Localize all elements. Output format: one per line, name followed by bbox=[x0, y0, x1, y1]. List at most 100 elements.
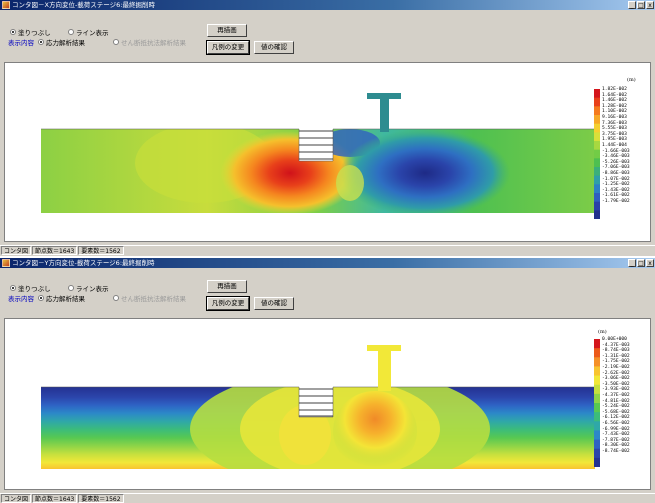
radio-unchecked-icon bbox=[68, 285, 74, 291]
legend-swatch bbox=[594, 158, 600, 168]
radio-checked-icon bbox=[10, 285, 16, 291]
legend-unit: (m) bbox=[598, 329, 607, 335]
legend-swatch bbox=[594, 393, 600, 404]
legend-swatch bbox=[594, 348, 600, 358]
close-icon[interactable]: x bbox=[646, 259, 654, 267]
redraw-button[interactable]: 再描画 bbox=[207, 280, 247, 293]
legend-swatch bbox=[594, 210, 600, 219]
contour-plot-area[interactable]: (m) 1.82E-002 1.64E-002 1.46E-002 1.28E-002… bbox=[4, 62, 651, 242]
radio-line[interactable]: ライン表示 bbox=[68, 27, 109, 37]
title-bar[interactable]: コンタ図－Y方向変位-載荷ステージ6:最終掘削時 _ □ x bbox=[0, 258, 655, 268]
radio-checked-icon bbox=[38, 39, 44, 45]
contour-plot-area[interactable]: (m) 0.00E+000 -4.37E-003 -8.74E-003 -1.31E-… bbox=[4, 318, 651, 490]
legend-swatch bbox=[594, 201, 600, 211]
legend-swatch bbox=[594, 115, 600, 125]
x-displacement-contour bbox=[41, 93, 595, 213]
legend-swatch bbox=[594, 375, 600, 386]
window-controls: _ □ x bbox=[628, 259, 654, 267]
app-icon bbox=[2, 1, 10, 9]
display-content-label: 表示内容 bbox=[8, 295, 34, 303]
window-title: コンタ図－Y方向変位-載荷ステージ6:最終掘削時 bbox=[12, 259, 155, 267]
radio-stress-result[interactable]: 応力解析結果 bbox=[38, 37, 85, 47]
legend-value: 1.95E-003 bbox=[602, 137, 627, 143]
maximize-icon[interactable]: □ bbox=[637, 259, 645, 267]
legend-swatch bbox=[594, 167, 600, 177]
legend-change-button[interactable]: 凡例の変更 bbox=[206, 296, 250, 311]
legend-value: -7.87E-002 bbox=[602, 437, 630, 443]
legend-value: -3.50E-002 bbox=[602, 381, 630, 387]
color-legend-bar bbox=[594, 89, 600, 219]
radio-unchecked-icon bbox=[113, 39, 119, 45]
legend-value: -8.74E-003 bbox=[602, 348, 630, 354]
legend-swatch bbox=[594, 366, 600, 377]
legend-values: 0.00E+000 -4.37E-003 -8.74E-003 -1.31E-002-… bbox=[602, 337, 630, 454]
legend-values: 1.82E-002 1.64E-002 1.46E-002 1.28E-002 1.10… bbox=[602, 87, 630, 204]
legend-value: -1.25E-002 bbox=[602, 182, 630, 188]
radio-fill[interactable]: 塗りつぶし bbox=[10, 27, 51, 37]
status-element-count: 要素数＝1562 bbox=[78, 494, 124, 503]
radio-line[interactable]: ライン表示 bbox=[68, 283, 109, 293]
legend-swatch bbox=[594, 421, 600, 431]
legend-value: -4.37E-002 bbox=[602, 392, 630, 398]
toolbar: 塗りつぶし ライン表示 表示内容 応力解析結果 せん断抵抗法解析結果 再描画 凡… bbox=[0, 268, 655, 320]
legend-value: -7.06E-003 bbox=[602, 165, 630, 171]
color-legend-bar bbox=[594, 339, 600, 467]
legend-value: -3.06E-002 bbox=[602, 376, 630, 382]
redraw-button[interactable]: 再描画 bbox=[207, 24, 247, 37]
legend-value: -3.93E-002 bbox=[602, 387, 630, 393]
status-element-count: 要素数＝1562 bbox=[78, 246, 124, 255]
legend-swatch bbox=[594, 132, 600, 142]
legend-value: -1.61E-002 bbox=[602, 193, 630, 199]
legend-value: -8.74E-002 bbox=[602, 448, 630, 454]
legend-value: -4.81E-002 bbox=[602, 398, 630, 404]
legend-swatch bbox=[594, 184, 600, 194]
legend-swatch bbox=[594, 141, 600, 151]
legend-swatch bbox=[594, 123, 600, 133]
pier-structure bbox=[367, 93, 401, 132]
legend-swatch bbox=[594, 439, 600, 450]
maximize-icon[interactable]: □ bbox=[637, 1, 645, 9]
legend-value: -2.62E-002 bbox=[602, 370, 630, 376]
legend-value: -4.37E-003 bbox=[602, 342, 630, 348]
radio-stress-result[interactable]: 応力解析結果 bbox=[38, 293, 85, 303]
radio-fill[interactable]: 塗りつぶし bbox=[10, 283, 51, 293]
contour-window-y: コンタ図－Y方向変位-載荷ステージ6:最終掘削時 _ □ x 塗りつぶし ライン… bbox=[0, 258, 655, 503]
legend-swatch bbox=[594, 448, 600, 459]
legend-value: -8.30E-002 bbox=[602, 443, 630, 449]
legend-swatch bbox=[594, 97, 600, 107]
legend-value: 1.82E-002 bbox=[602, 87, 627, 92]
status-view: コンタ図 bbox=[1, 494, 32, 503]
legend-value: 5.55E-003 bbox=[602, 126, 627, 132]
close-icon[interactable]: x bbox=[646, 1, 654, 9]
legend-value: -7.43E-002 bbox=[602, 432, 630, 438]
app-icon bbox=[2, 259, 10, 267]
status-view: コンタ図 bbox=[1, 246, 32, 255]
legend-swatch bbox=[594, 412, 600, 422]
legend-swatch bbox=[594, 357, 600, 367]
legend-value: -1.75E-002 bbox=[602, 359, 630, 365]
radio-checked-icon bbox=[38, 295, 44, 301]
legend-change-button[interactable]: 凡例の変更 bbox=[206, 40, 250, 55]
status-bar: コンタ図 節点数＝1643 要素数＝1562 bbox=[0, 493, 655, 503]
title-bar[interactable]: コンタ図－X方向変位-載荷ステージ6:最終掘削時 _ □ x bbox=[0, 0, 655, 10]
legend-value: -5.24E-002 bbox=[602, 404, 630, 410]
legend-value: -5.26E-003 bbox=[602, 159, 630, 165]
legend-value: -6.99E-002 bbox=[602, 426, 630, 432]
legend-value: -5.68E-002 bbox=[602, 409, 630, 415]
legend-value: 3.75E-003 bbox=[602, 131, 627, 137]
excavation-struts bbox=[299, 388, 333, 417]
legend-swatch bbox=[594, 339, 600, 349]
minimize-icon[interactable]: _ bbox=[628, 259, 636, 267]
legend-value: 9.16E-003 bbox=[602, 114, 627, 120]
legend-value: -1.07E-002 bbox=[602, 176, 630, 182]
legend-value: -1.66E-003 bbox=[602, 148, 630, 154]
toolbar: 塗りつぶし ライン表示 表示内容 応力解析結果 せん断抵抗法解析結果 再描画 凡… bbox=[0, 10, 655, 62]
value-check-button[interactable]: 値の確認 bbox=[254, 297, 294, 310]
minimize-icon[interactable]: _ bbox=[628, 1, 636, 9]
legend-value: -8.86E-003 bbox=[602, 170, 630, 176]
legend-swatch bbox=[594, 149, 600, 159]
legend-swatch bbox=[594, 403, 600, 413]
legend-value: 1.44E-004 bbox=[602, 142, 627, 148]
y-displacement-contour bbox=[41, 345, 595, 469]
value-check-button[interactable]: 値の確認 bbox=[254, 41, 294, 54]
